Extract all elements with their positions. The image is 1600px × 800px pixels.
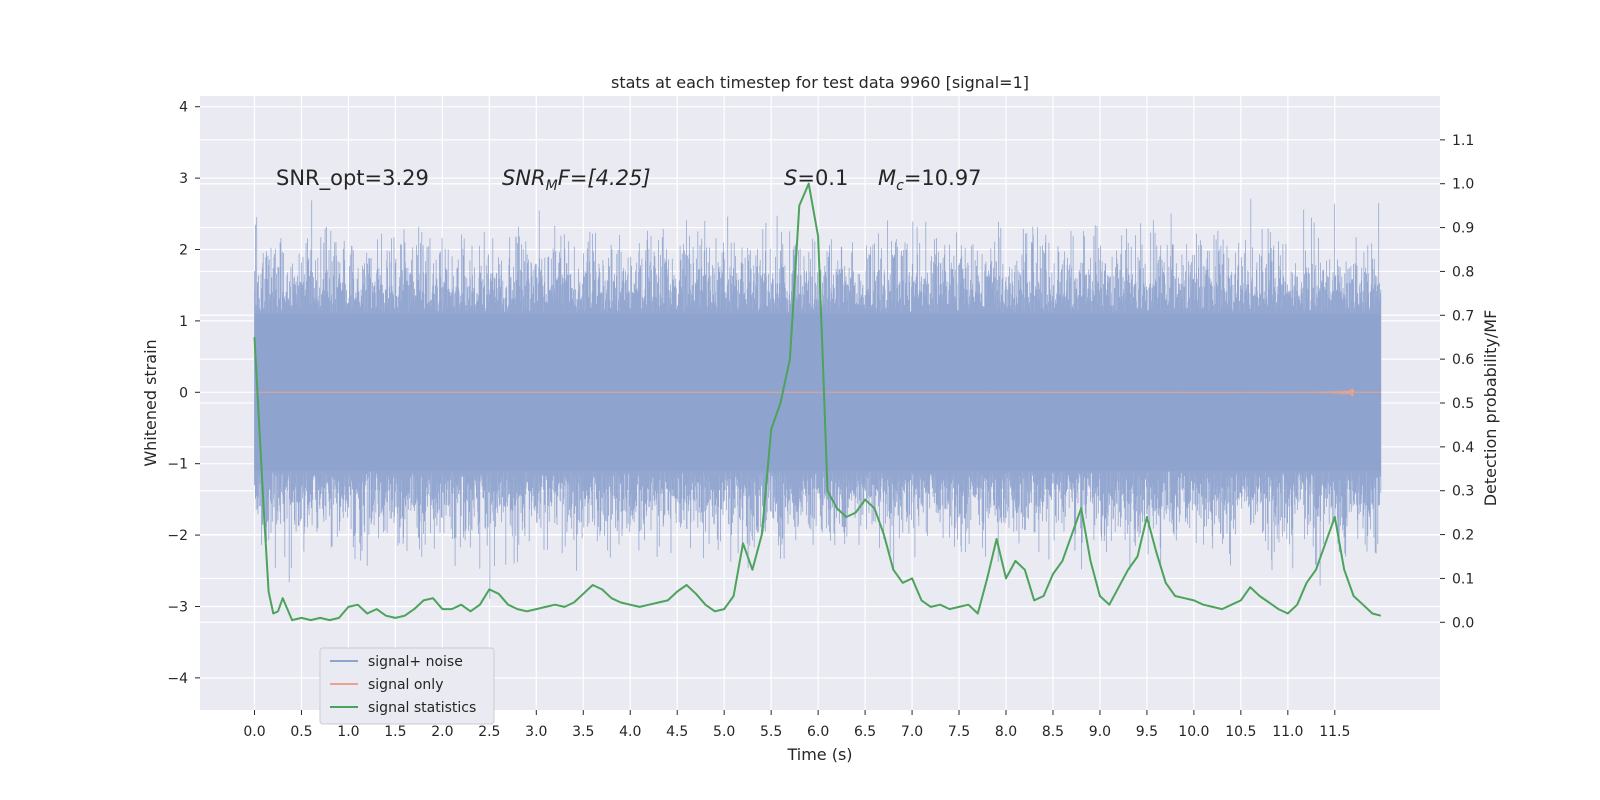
y-left-tick-label: −1 (167, 457, 188, 473)
signal-statistics-line (253, 182, 1382, 622)
x-tick-label: 7.0 (901, 724, 923, 740)
series-signal-only (254, 388, 1381, 397)
y-right-tick-labels: 0.0 0.1 0.2 0.3 0.4 0.5 0.6 0.7 0.8 0.9 1.0 1.1 (1440, 133, 1474, 631)
x-tick-label: 6.5 (854, 724, 876, 740)
x-tick-label: 5.0 (713, 724, 735, 740)
y-right-tick-label: 0.4 (1452, 440, 1474, 456)
x-tick-label: 7.5 (948, 724, 970, 740)
x-tick-label: 9.0 (1089, 724, 1111, 740)
y-right-tick-label: 0.3 (1452, 484, 1474, 500)
x-tick-label: 0.0 (243, 724, 265, 740)
y-left-tick-label: 1 (179, 314, 188, 330)
legend-label-signal-statistics: signal statistics (368, 700, 476, 716)
annotation-snr-mf-base: SNR (502, 166, 546, 190)
x-tick-label: 1.5 (384, 724, 406, 740)
y-right-tick-label: 0.2 (1452, 528, 1474, 544)
annotation-snr-opt: SNR_opt=3.29 (276, 166, 429, 191)
chart-title: stats at each timestep for test data 996… (611, 73, 1029, 92)
x-axis-label: Time (s) (786, 745, 852, 764)
y-left-tick-labels: −4 −3 −2 −1 0 1 2 3 4 (167, 100, 200, 687)
y-left-tick-label: −2 (167, 528, 188, 544)
x-tick-label: 10.0 (1178, 724, 1209, 740)
legend: signal+ noise signal only signal statist… (319, 647, 495, 725)
x-tick-label: 6.0 (807, 724, 829, 740)
y-left-tick-label: −3 (167, 599, 188, 615)
y-right-tick-label: 0.0 (1452, 615, 1474, 631)
annotation-snr-mf: SNRMF=[4.25] (502, 166, 651, 194)
x-tick-label: 8.0 (995, 724, 1017, 740)
legend-label-signal-plus-noise: signal+ noise (368, 654, 463, 670)
y-right-tick-label: 0.8 (1452, 264, 1474, 280)
y-right-tick-label: 0.1 (1452, 571, 1474, 587)
annotation-snr-mf-sub: M (546, 178, 558, 194)
y-left-tick-label: 3 (179, 171, 188, 187)
annotation-s-val: =0.1 (797, 166, 848, 190)
x-tick-labels: 0.0 0.5 1.0 1.5 2.0 2.5 3.0 3.5 4.0 4.5 5.0 5.5 6.0 6… (243, 710, 1350, 740)
x-tick-label: 4.5 (666, 724, 688, 740)
x-tick-label: 2.0 (431, 724, 453, 740)
x-tick-label: 2.5 (478, 724, 500, 740)
y-left-tick-label: 4 (179, 100, 188, 116)
y-right-tick-label: 0.9 (1452, 221, 1474, 237)
y-left-tick-label: 0 (179, 385, 188, 401)
y-right-tick-label: 1.1 (1452, 133, 1474, 149)
y-left-tick-label: −4 (167, 671, 188, 687)
y-right-tick-label: 0.5 (1452, 396, 1474, 412)
x-tick-label: 5.5 (760, 724, 782, 740)
annotation-mc-var: M (878, 166, 896, 190)
x-tick-label: 10.5 (1225, 724, 1256, 740)
x-tick-label: 9.5 (1136, 724, 1158, 740)
legend-box (319, 647, 495, 725)
signal-plus-noise-trace (254, 198, 1382, 599)
y-left-axis-label: Whitened strain (141, 339, 160, 466)
x-tick-label: 1.0 (337, 724, 359, 740)
x-tick-label: 8.5 (1042, 724, 1064, 740)
annotation-mc: Mc=10.97 (878, 166, 982, 194)
annotation-s: S=0.1 (784, 166, 848, 190)
signal-only-trace (254, 388, 1381, 397)
y-left-tick-label: 2 (179, 243, 188, 259)
x-tick-label: 11.5 (1319, 724, 1350, 740)
annotation-snr-mf-rest: F=[4.25] (558, 166, 651, 190)
x-tick-label: 3.0 (525, 724, 547, 740)
x-tick-label: 3.5 (572, 724, 594, 740)
series-signal-plus-noise (254, 198, 1382, 599)
x-tick-label: 11.0 (1272, 724, 1303, 740)
y-right-tick-label: 0.7 (1452, 308, 1474, 324)
annotation-mc-sub: c (896, 178, 904, 194)
series-signal-statistics (253, 182, 1382, 622)
y-right-axis-label: Detection probability/MF (1481, 310, 1500, 507)
x-tick-label: 4.0 (619, 724, 641, 740)
y-right-tick-label: 0.6 (1452, 352, 1474, 368)
x-tick-label: 0.5 (290, 724, 312, 740)
annotation-mc-val: =10.97 (904, 166, 982, 190)
legend-label-signal-only: signal only (368, 677, 443, 693)
annotation-s-var: S (784, 166, 797, 190)
y-right-tick-label: 1.0 (1452, 177, 1474, 193)
